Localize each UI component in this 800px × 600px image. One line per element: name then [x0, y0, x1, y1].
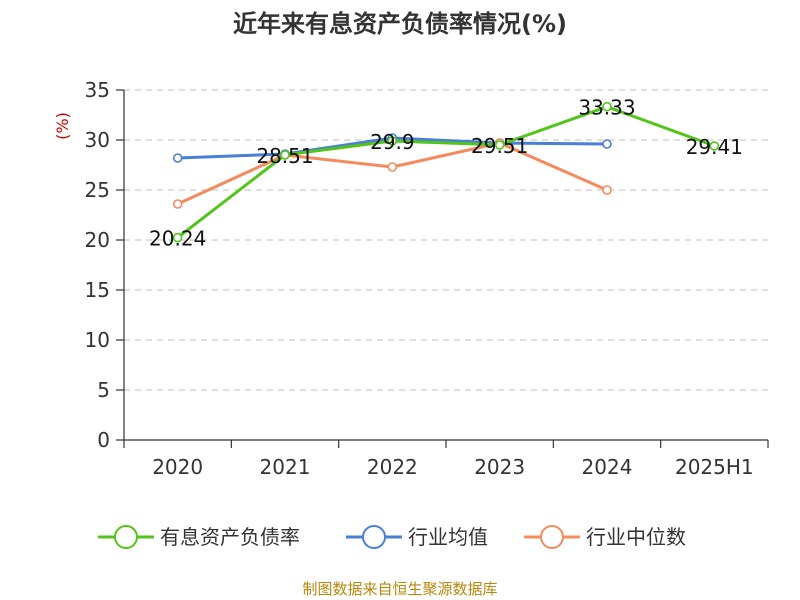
- legend: 有息资产负债率 行业均值 行业中位数: [98, 525, 686, 549]
- data-point: [387, 136, 398, 146]
- legend-label: 行业均值: [408, 525, 488, 549]
- legend-item: 行业中位数: [524, 525, 686, 549]
- data-point: [602, 139, 612, 149]
- data-point: [709, 141, 720, 151]
- y-axis-unit: (%): [53, 112, 72, 140]
- y-tick-label: 15: [85, 278, 110, 302]
- data-point: [602, 185, 612, 195]
- legend-label: 行业中位数: [586, 525, 686, 549]
- x-tick-label: 2022: [367, 455, 418, 479]
- y-tick-label: 5: [97, 378, 110, 402]
- axis-layer: 0 5 10 15 20 25 30 35 2020 2021 2022 2023 2024 2025H1: [85, 78, 769, 479]
- series-layer: [172, 101, 720, 243]
- legend-label: 有息资产负债率: [160, 525, 300, 549]
- data-point: [494, 140, 505, 150]
- y-tick-label: 0: [97, 428, 110, 452]
- grid-layer: [124, 89, 768, 391]
- legend-item: 行业均值: [346, 525, 488, 549]
- data-point: [172, 199, 183, 209]
- data-label: 29.41: [686, 135, 743, 159]
- data-label: 29.9: [370, 130, 415, 154]
- y-tick-label: 35: [85, 78, 110, 102]
- source-note: 制图数据来自恒生聚源数据库: [302, 580, 497, 598]
- legend-marker-icon: [540, 525, 564, 549]
- data-point: [280, 150, 290, 160]
- data-point: [172, 232, 183, 243]
- data-point: [602, 101, 612, 112]
- x-tick-label: 2020: [152, 455, 203, 479]
- y-tick-label: 30: [85, 128, 110, 152]
- y-tick-label: 20: [85, 228, 110, 252]
- legend-item: 有息资产负债率: [98, 525, 300, 549]
- legend-marker-icon: [114, 525, 138, 549]
- data-label: 33.33: [578, 96, 635, 120]
- data-label: 29.51: [471, 134, 528, 158]
- legend-marker-icon: [362, 525, 386, 549]
- x-tick-label: 2023: [474, 455, 525, 479]
- x-tick-label: 2025H1: [675, 455, 754, 479]
- y-tick-label: 10: [85, 328, 110, 352]
- x-tick-label: 2021: [260, 455, 311, 479]
- chart-title: 近年来有息资产负债率情况(%): [233, 10, 567, 38]
- series-line: [176, 105, 715, 239]
- data-label: 20.24: [149, 227, 206, 251]
- data-label: 28.51: [256, 144, 313, 168]
- data-label-layer: 20.24 28.51 29.9 29.51 33.33 29.41: [149, 96, 743, 251]
- data-point: [172, 153, 183, 163]
- y-tick-label: 25: [85, 178, 110, 202]
- data-point: [387, 162, 398, 172]
- x-tick-label: 2024: [582, 455, 633, 479]
